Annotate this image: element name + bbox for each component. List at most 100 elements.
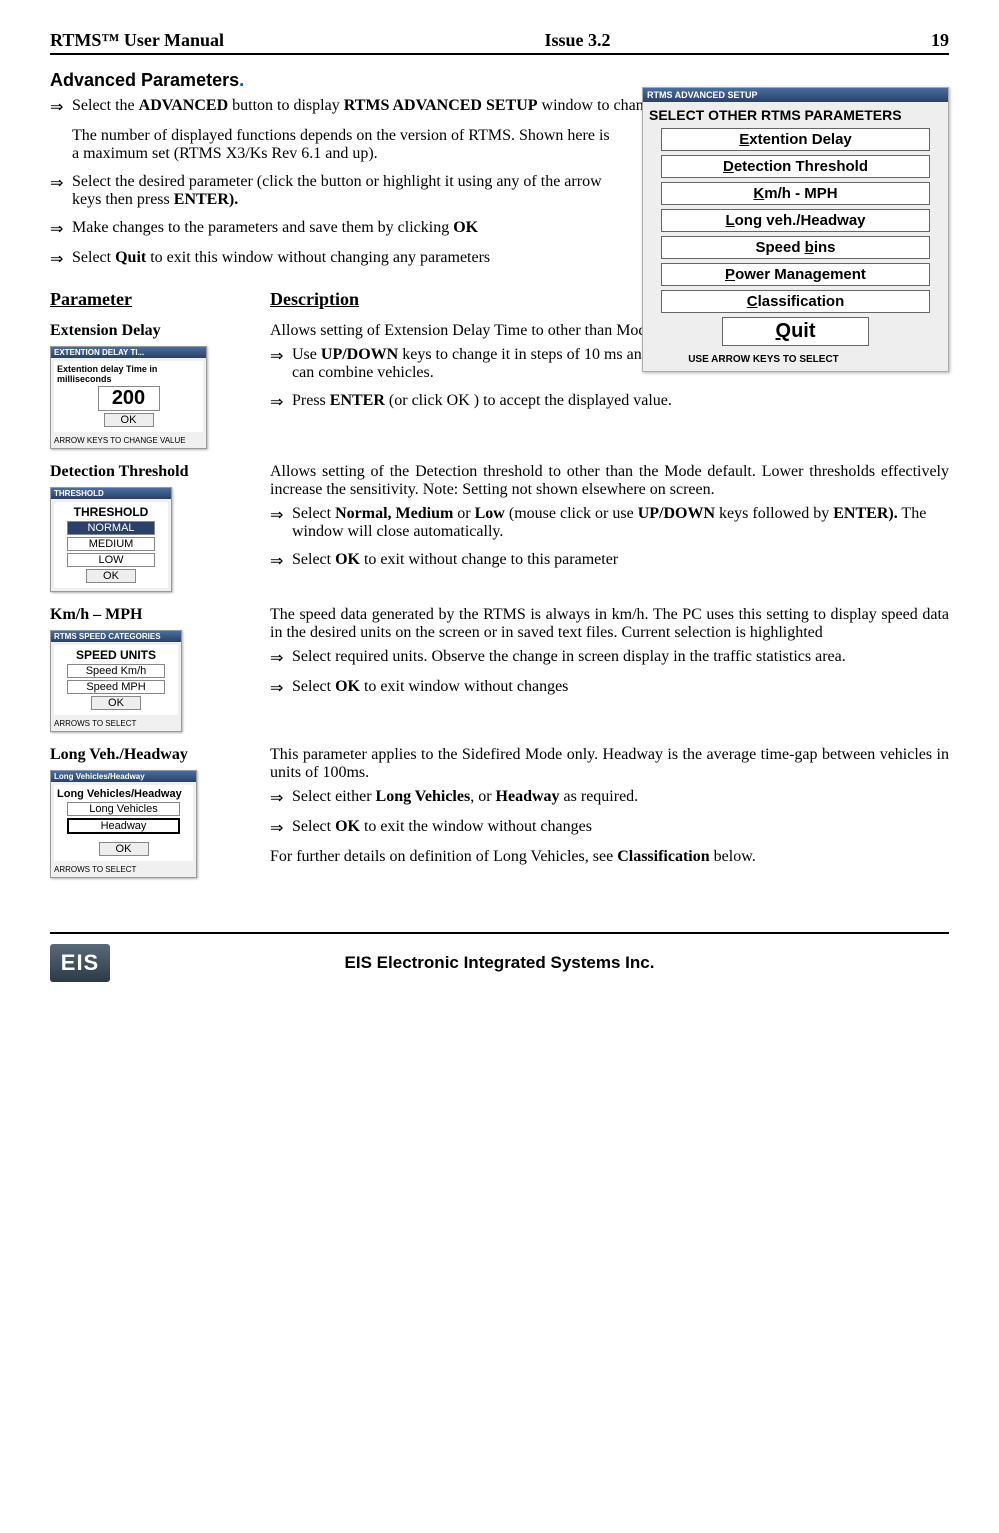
- kmh-mph-button[interactable]: Km/h - MPH: [661, 182, 930, 205]
- long-vehicles-option[interactable]: Long Vehicles: [67, 802, 180, 816]
- arrow-icon: ⇒: [270, 788, 292, 808]
- medium-option[interactable]: MEDIUM: [67, 537, 155, 551]
- t: E: [739, 131, 749, 148]
- desc-arrow-1: ⇒ Select Normal, Medium or Low (mouse cl…: [270, 505, 949, 541]
- window-heading: SELECT OTHER RTMS PARAMETERS: [643, 102, 948, 126]
- normal-option[interactable]: NORMAL: [67, 521, 155, 535]
- t: Select either Long Vehicles, or Headway …: [292, 788, 949, 806]
- t: ).: [888, 505, 897, 522]
- arrow-icon: ⇒: [270, 551, 292, 571]
- classification-button[interactable]: Classification: [661, 290, 930, 313]
- t: Select Normal, Medium or Low (mouse clic…: [292, 505, 949, 541]
- t: Long Vehicles: [376, 788, 471, 805]
- dialog-note: ARROWS TO SELECT: [51, 718, 181, 731]
- t: OK: [335, 551, 360, 568]
- dialog-heading: SPEED UNITS: [57, 648, 175, 662]
- power-management-button[interactable]: Power Management: [661, 263, 930, 286]
- param-label: Long Veh./Headway: [50, 746, 250, 764]
- desc-arrow-2: ⇒ Press ENTER (or click OK ) to accept t…: [270, 392, 949, 412]
- dialog-label: Extention delay Time in milliseconds: [57, 364, 200, 384]
- speed-units-dialog: RTMS SPEED CATEGORIES SPEED UNITS Speed …: [50, 630, 182, 732]
- param-extension-delay: Extension Delay EXTENTION DELAY TI... Ex…: [50, 322, 250, 449]
- t: ENTER: [330, 392, 385, 409]
- speed-bins-button[interactable]: Speed bins: [661, 236, 930, 259]
- desc-arrow-2: ⇒ Select OK to exit the window without c…: [270, 818, 949, 838]
- quit-button[interactable]: Quit: [722, 317, 870, 346]
- desc-arrow-1: ⇒ Select either Long Vehicles, or Headwa…: [270, 788, 949, 808]
- t: Normal, Medium: [335, 505, 453, 522]
- intro-item-1-sub: The number of displayed functions depend…: [72, 127, 619, 163]
- window-titlebar: RTMS ADVANCED SETUP: [643, 88, 948, 102]
- ok-button[interactable]: OK: [104, 413, 154, 427]
- arrow-icon: ⇒: [270, 678, 292, 698]
- ok-button[interactable]: OK: [99, 842, 149, 856]
- desc-line: This parameter applies to the Sidefired …: [270, 746, 949, 782]
- intro-item-4: ⇒ Select Quit to exit this window withou…: [50, 249, 619, 269]
- t: Speed: [755, 239, 804, 256]
- t: Low: [475, 505, 505, 522]
- desc-foot: For further details on definition of Lon…: [270, 848, 949, 866]
- t: keys followed by: [715, 505, 833, 522]
- speed-kmh-option[interactable]: Speed Km/h: [67, 664, 165, 678]
- t: Select OK to exit without change to this…: [292, 551, 949, 569]
- t: K: [753, 185, 764, 202]
- footer-text: EIS Electronic Integrated Systems Inc.: [130, 953, 869, 973]
- dialog-heading: Long Vehicles/Headway: [57, 788, 190, 800]
- detection-threshold-button[interactable]: Detection Threshold: [661, 155, 930, 178]
- speed-mph-option[interactable]: Speed MPH: [67, 680, 165, 694]
- low-option[interactable]: LOW: [67, 553, 155, 567]
- t: Press: [292, 392, 330, 409]
- t: to exit this window without changing any…: [146, 249, 490, 266]
- eis-logo: EIS: [50, 944, 110, 982]
- t: OK: [335, 818, 360, 835]
- t: Select OK to exit window without changes: [292, 678, 949, 696]
- page-footer: EIS EIS Electronic Integrated Systems In…: [50, 932, 949, 982]
- t: Select either: [292, 788, 376, 805]
- t: OK: [335, 678, 360, 695]
- t: Select: [292, 818, 335, 835]
- t: Make changes to the parameters and save …: [72, 219, 453, 236]
- desc-arrow-2: ⇒ Select OK to exit window without chang…: [270, 678, 949, 698]
- t: ENTER).: [174, 191, 238, 208]
- t: to exit window without changes: [360, 678, 568, 695]
- arrow-icon: ⇒: [50, 173, 72, 193]
- dialog-note: ARROWS TO SELECT: [51, 864, 196, 877]
- desc-line: The speed data generated by the RTMS is …: [270, 606, 949, 642]
- t: lassification: [758, 293, 845, 310]
- arrow-icon: ⇒: [270, 392, 292, 412]
- t: xtention Delay: [749, 131, 852, 148]
- t: RTMS ADVANCED SETUP: [344, 97, 538, 114]
- t: UP/DOWN: [638, 505, 715, 522]
- intro-item-4-text: Select Quit to exit this window without …: [72, 249, 619, 267]
- threshold-dialog: THRESHOLD THRESHOLD NORMAL MEDIUM LOW OK: [50, 487, 172, 592]
- delay-value[interactable]: 200: [98, 386, 160, 411]
- section-title-dot: .: [239, 70, 244, 90]
- t: Select OK to exit the window without cha…: [292, 818, 949, 836]
- desc-line: Allows setting of the Detection threshol…: [270, 463, 949, 499]
- dialog-titlebar: Long Vehicles/Headway: [51, 771, 196, 782]
- param-label: Km/h – MPH: [50, 606, 250, 624]
- t: uit: [791, 320, 815, 342]
- param-label: Detection Threshold: [50, 463, 250, 481]
- param-detection-threshold: Detection Threshold THRESHOLD THRESHOLD …: [50, 463, 250, 592]
- t: m/h - MPH: [764, 185, 837, 202]
- dialog-titlebar: EXTENTION DELAY TI...: [51, 347, 206, 358]
- t: ADVANCED: [139, 97, 229, 114]
- t: Select: [72, 249, 115, 266]
- t: Select: [292, 678, 335, 695]
- arrow-icon: ⇒: [50, 219, 72, 239]
- t: (or click OK ) to accept the displayed v…: [385, 392, 672, 409]
- extention-delay-button[interactable]: Extention Delay: [661, 128, 930, 151]
- ok-button[interactable]: OK: [86, 569, 136, 583]
- ok-button[interactable]: OK: [91, 696, 141, 710]
- t: L: [725, 212, 734, 229]
- t: P: [725, 266, 735, 283]
- page-header: RTMS™ User Manual Issue 3.2 19: [50, 30, 949, 55]
- t: Q: [776, 320, 792, 342]
- arrow-icon: ⇒: [270, 648, 292, 668]
- t: ong veh./Headway: [735, 212, 866, 229]
- headway-option[interactable]: Headway: [67, 818, 180, 834]
- desc-detection-threshold: Allows setting of the Detection threshol…: [270, 463, 949, 592]
- long-veh-headway-button[interactable]: Long veh./Headway: [661, 209, 930, 232]
- arrow-icon: ⇒: [50, 249, 72, 269]
